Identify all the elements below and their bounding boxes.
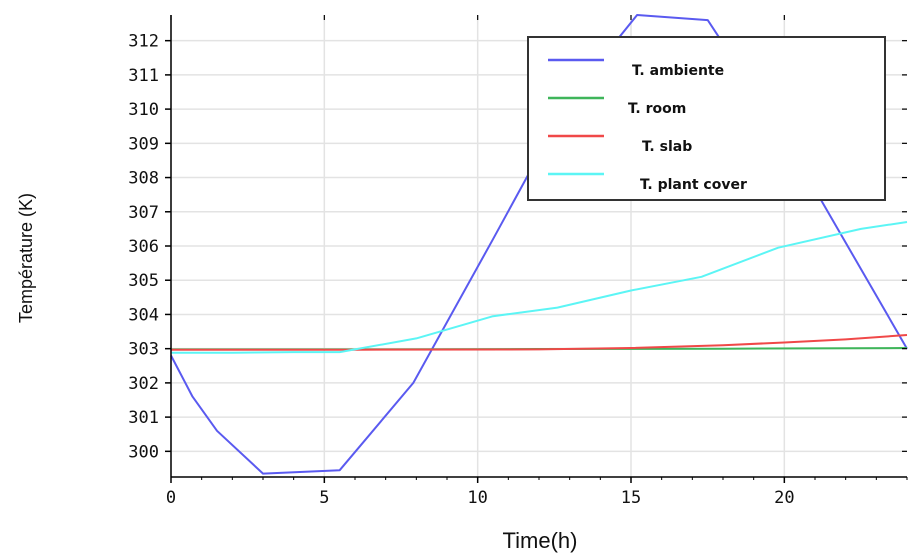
x-tick-label: 20 bbox=[774, 488, 794, 508]
y-tick-label: 300 bbox=[128, 442, 159, 462]
x-axis-label: Time(h) bbox=[503, 528, 578, 553]
y-tick-label: 306 bbox=[128, 237, 159, 257]
x-tick-label: 15 bbox=[621, 488, 641, 508]
y-tick-label: 303 bbox=[128, 340, 159, 360]
y-axis-label: Température (K) bbox=[16, 193, 36, 323]
x-tick-label: 10 bbox=[467, 488, 487, 508]
y-tick-label: 307 bbox=[128, 203, 159, 223]
y-tick-label: 311 bbox=[128, 66, 159, 86]
legend-box bbox=[528, 37, 885, 200]
y-tick-label: 309 bbox=[128, 134, 159, 154]
legend: T. ambiente T. room T. slab T. plant cover bbox=[528, 37, 885, 200]
legend-label-2: T. slab bbox=[642, 139, 692, 155]
x-tick-label: 5 bbox=[319, 488, 329, 508]
y-tick-label: 301 bbox=[128, 408, 159, 428]
y-tick-label: 304 bbox=[128, 305, 159, 325]
series-line-3 bbox=[171, 222, 907, 353]
y-tick-label: 305 bbox=[128, 271, 159, 291]
y-tick-label: 310 bbox=[128, 100, 159, 120]
y-tick-label: 302 bbox=[128, 374, 159, 394]
y-tick-label: 308 bbox=[128, 169, 159, 189]
legend-label-1: T. room bbox=[628, 101, 686, 117]
legend-label-3: T. plant cover bbox=[640, 177, 747, 193]
y-tick-label: 312 bbox=[128, 32, 159, 52]
legend-label-0: T. ambiente bbox=[632, 63, 724, 79]
x-tick-label: 0 bbox=[166, 488, 176, 508]
